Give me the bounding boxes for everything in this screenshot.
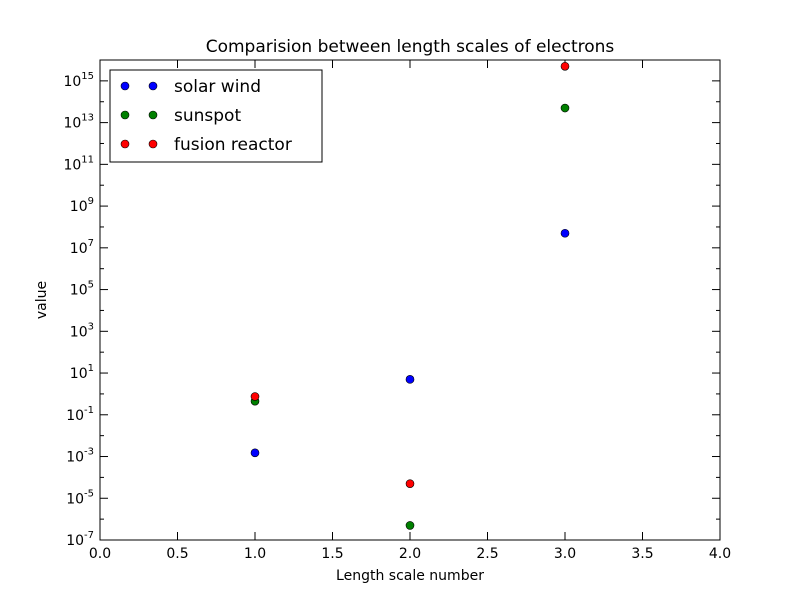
x-tick-label: 0.0 <box>89 546 111 562</box>
plot-frame <box>99 59 721 541</box>
y-tick-exponent: -7 <box>84 530 94 541</box>
y-tick-label: 1013 <box>63 113 94 132</box>
y-tick-base: 10 <box>70 199 88 215</box>
y-tick-exponent: 5 <box>88 280 94 291</box>
y-tick-base: 10 <box>66 533 84 549</box>
legend: solar wind sunspot fusion reactor <box>109 69 323 163</box>
y-tick-label: 10-1 <box>66 405 94 424</box>
y-tick-label: 105 <box>70 280 94 299</box>
legend-marker <box>120 139 130 149</box>
x-tick-label: 2.0 <box>399 546 421 562</box>
y-tick-exponent: 15 <box>81 71 94 82</box>
y-tick-base: 10 <box>63 157 81 173</box>
y-tick-exponent: 11 <box>81 154 94 165</box>
chart-title: Comparision between length scales of ele… <box>206 37 615 57</box>
x-tick-label: 4.0 <box>709 546 731 562</box>
y-tick-base: 10 <box>66 450 84 466</box>
y-tick-base: 10 <box>70 366 88 382</box>
data-point <box>560 61 570 71</box>
y-tick-exponent: 13 <box>81 113 94 124</box>
y-tick-label: 107 <box>70 238 94 257</box>
legend-label: fusion reactor <box>174 135 292 155</box>
data-point <box>250 448 260 458</box>
series-fusion-reactor <box>250 61 570 488</box>
x-tick-label: 1.0 <box>244 546 266 562</box>
x-tick-label: 3.5 <box>631 546 653 562</box>
y-tick-label: 103 <box>70 321 94 340</box>
y-tick-exponent: -1 <box>84 405 94 416</box>
y-tick-exponent: 9 <box>88 196 94 207</box>
y-tick-base: 10 <box>66 408 84 424</box>
y-tick-base: 10 <box>70 324 88 340</box>
y-axis-label: value <box>34 281 50 319</box>
legend-marker <box>120 110 130 120</box>
data-point <box>560 103 570 113</box>
data-point <box>405 479 415 488</box>
data-point <box>405 521 415 530</box>
data-point <box>560 228 570 238</box>
x-tick-label: 2.5 <box>476 546 498 562</box>
y-tick-exponent: -3 <box>84 447 94 458</box>
series-sunspot <box>250 103 570 530</box>
x-axis-label: Length scale number <box>336 568 484 584</box>
y-tick-exponent: 7 <box>88 238 94 249</box>
y-tick-label: 10-5 <box>66 488 94 507</box>
legend-marker <box>148 139 158 149</box>
y-tick-base: 10 <box>70 283 88 299</box>
y-tick-exponent: 1 <box>88 363 94 374</box>
y-tick-label: 109 <box>70 196 94 215</box>
data-point <box>250 392 260 401</box>
axis-ticks: 0.0 0.5 1.0 1.5 2.0 2.5 3.0 3.5 4.010-710-510-31… <box>63 59 731 562</box>
y-tick-base: 10 <box>63 74 81 90</box>
series-solar-wind <box>250 228 570 458</box>
y-tick-base: 10 <box>63 116 81 132</box>
data-point <box>405 375 415 384</box>
legend-marker <box>120 81 130 91</box>
legend-item: solar wind <box>120 77 261 97</box>
y-tick-label: 10-7 <box>66 530 94 549</box>
y-tick-label: 101 <box>70 363 94 382</box>
legend-item: sunspot <box>120 106 241 126</box>
x-tick-label: 1.5 <box>321 546 343 562</box>
y-tick-label: 10-3 <box>66 447 94 466</box>
y-tick-label: 1015 <box>63 71 94 90</box>
y-tick-label: 1011 <box>63 154 94 173</box>
legend-label: sunspot <box>174 106 241 126</box>
data-points <box>250 61 570 530</box>
legend-box <box>109 69 323 163</box>
legend-marker <box>148 110 158 120</box>
legend-label: solar wind <box>174 77 261 97</box>
y-tick-base: 10 <box>70 241 88 257</box>
y-tick-base: 10 <box>66 491 84 507</box>
legend-item: fusion reactor <box>120 135 292 155</box>
legend-marker <box>148 81 158 91</box>
x-tick-label: 0.5 <box>166 546 188 562</box>
x-tick-label: 3.0 <box>554 546 576 562</box>
y-tick-exponent: 3 <box>88 321 94 332</box>
y-tick-exponent: -5 <box>84 488 94 499</box>
